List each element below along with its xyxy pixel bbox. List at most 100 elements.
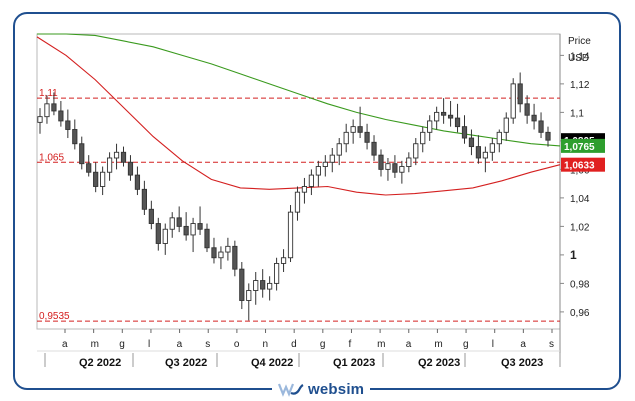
month-label: f [348,339,351,350]
candle-body [357,126,363,133]
candle-body [294,191,301,213]
candle-body [232,245,238,270]
candle-body [538,120,544,133]
candle-body [280,257,287,264]
candle-body [489,143,495,153]
chart-frame: PriceUSD1,141,121,11,081,061,041,0210,98… [13,12,621,390]
candle-body [225,245,231,253]
candle-body [468,137,475,148]
month-label: a [62,339,68,350]
candle-body [169,217,175,230]
candle-body [120,151,127,163]
candle-body [72,129,78,145]
moving-average-red-line [36,36,561,196]
month-label: s [549,339,554,350]
month-label: o [234,339,240,350]
websim-logo: websim [272,378,371,400]
brand-name: websim [308,380,365,398]
price-badge-label: 1,0765 [564,142,595,153]
y-tick-label: 1,14 [570,51,590,62]
candle-body [273,262,280,284]
candle-body [510,83,516,119]
quarter-label: Q2 2022 [79,357,121,369]
unit-label-price: Price [568,36,591,47]
month-label: a [177,339,183,350]
price-badge-label: 1,0633 [564,161,595,172]
candle-body [441,111,447,116]
candle-body [343,131,349,145]
candle-body [106,157,113,173]
price-badge [561,138,605,153]
level-label: 0,9535 [39,311,70,322]
candle-body [148,208,154,224]
candle-body [183,225,189,236]
level-label: 1,065 [39,152,64,163]
candle-body [385,163,391,170]
candle-body [204,228,210,249]
candle-body [267,282,273,290]
candle-body [447,114,454,119]
month-label: g [119,339,125,350]
month-label: g [320,339,326,350]
candle-body [162,228,168,244]
candle-body [246,290,252,301]
candle-body [503,117,509,133]
candle-body [113,151,120,159]
moving-average-green-line [37,33,561,147]
candle-body [420,131,426,145]
y-tick-label: 1,02 [570,222,590,233]
month-label: n [263,339,269,350]
candle-body [378,154,384,170]
candle-body [218,251,224,259]
quarter-label: Q3 2023 [501,357,543,369]
month-label: l [148,339,150,350]
quarter-label: Q4 2022 [251,357,293,369]
candle-body [315,166,321,176]
month-label: d [291,339,297,350]
y-tick-label: 1,04 [570,194,590,205]
candle-body [545,131,551,141]
candle-body [517,83,523,105]
candle-body [190,223,196,236]
y-tick-label: 0,96 [570,308,590,319]
websim-logo-icon [278,383,304,397]
candle-body [524,103,530,116]
candle-body [427,120,433,133]
candle-body [496,131,502,145]
candle-body [134,174,141,190]
candle-body [406,157,412,167]
candle-body [197,223,203,230]
month-label: s [205,339,210,350]
candle-body [127,161,134,176]
month-label: m [434,339,442,350]
candle-body [239,268,245,301]
y-tick-label: 1,1 [570,108,584,119]
candle-body [531,114,537,122]
candle-body [260,280,266,290]
candle-body [434,111,440,122]
candle-body [413,143,419,159]
level-label: 1,11 [39,88,58,99]
candle-body [253,280,259,291]
month-label: m [91,339,99,350]
month-label: a [520,339,526,350]
candle-body [176,217,182,227]
candle-body [371,141,377,156]
y-tick-label: 1 [570,248,577,262]
price-badge [561,157,605,172]
month-label: l [492,339,494,350]
candle-body [79,143,85,165]
candle-body [329,154,335,163]
unit-label-currency: USD [568,53,589,64]
candle-body [51,103,57,112]
candle-body [155,223,161,244]
month-label: a [406,339,412,350]
quarter-label: Q3 2022 [165,357,207,369]
candle-body [364,131,370,143]
candle-body [322,161,328,167]
candlestick-chart: PriceUSD1,141,121,11,081,061,041,0210,98… [36,33,605,369]
quarter-label: Q2 2023 [418,357,460,369]
month-label: m [377,339,385,350]
candle-body [86,163,92,173]
candle-body [308,174,315,187]
